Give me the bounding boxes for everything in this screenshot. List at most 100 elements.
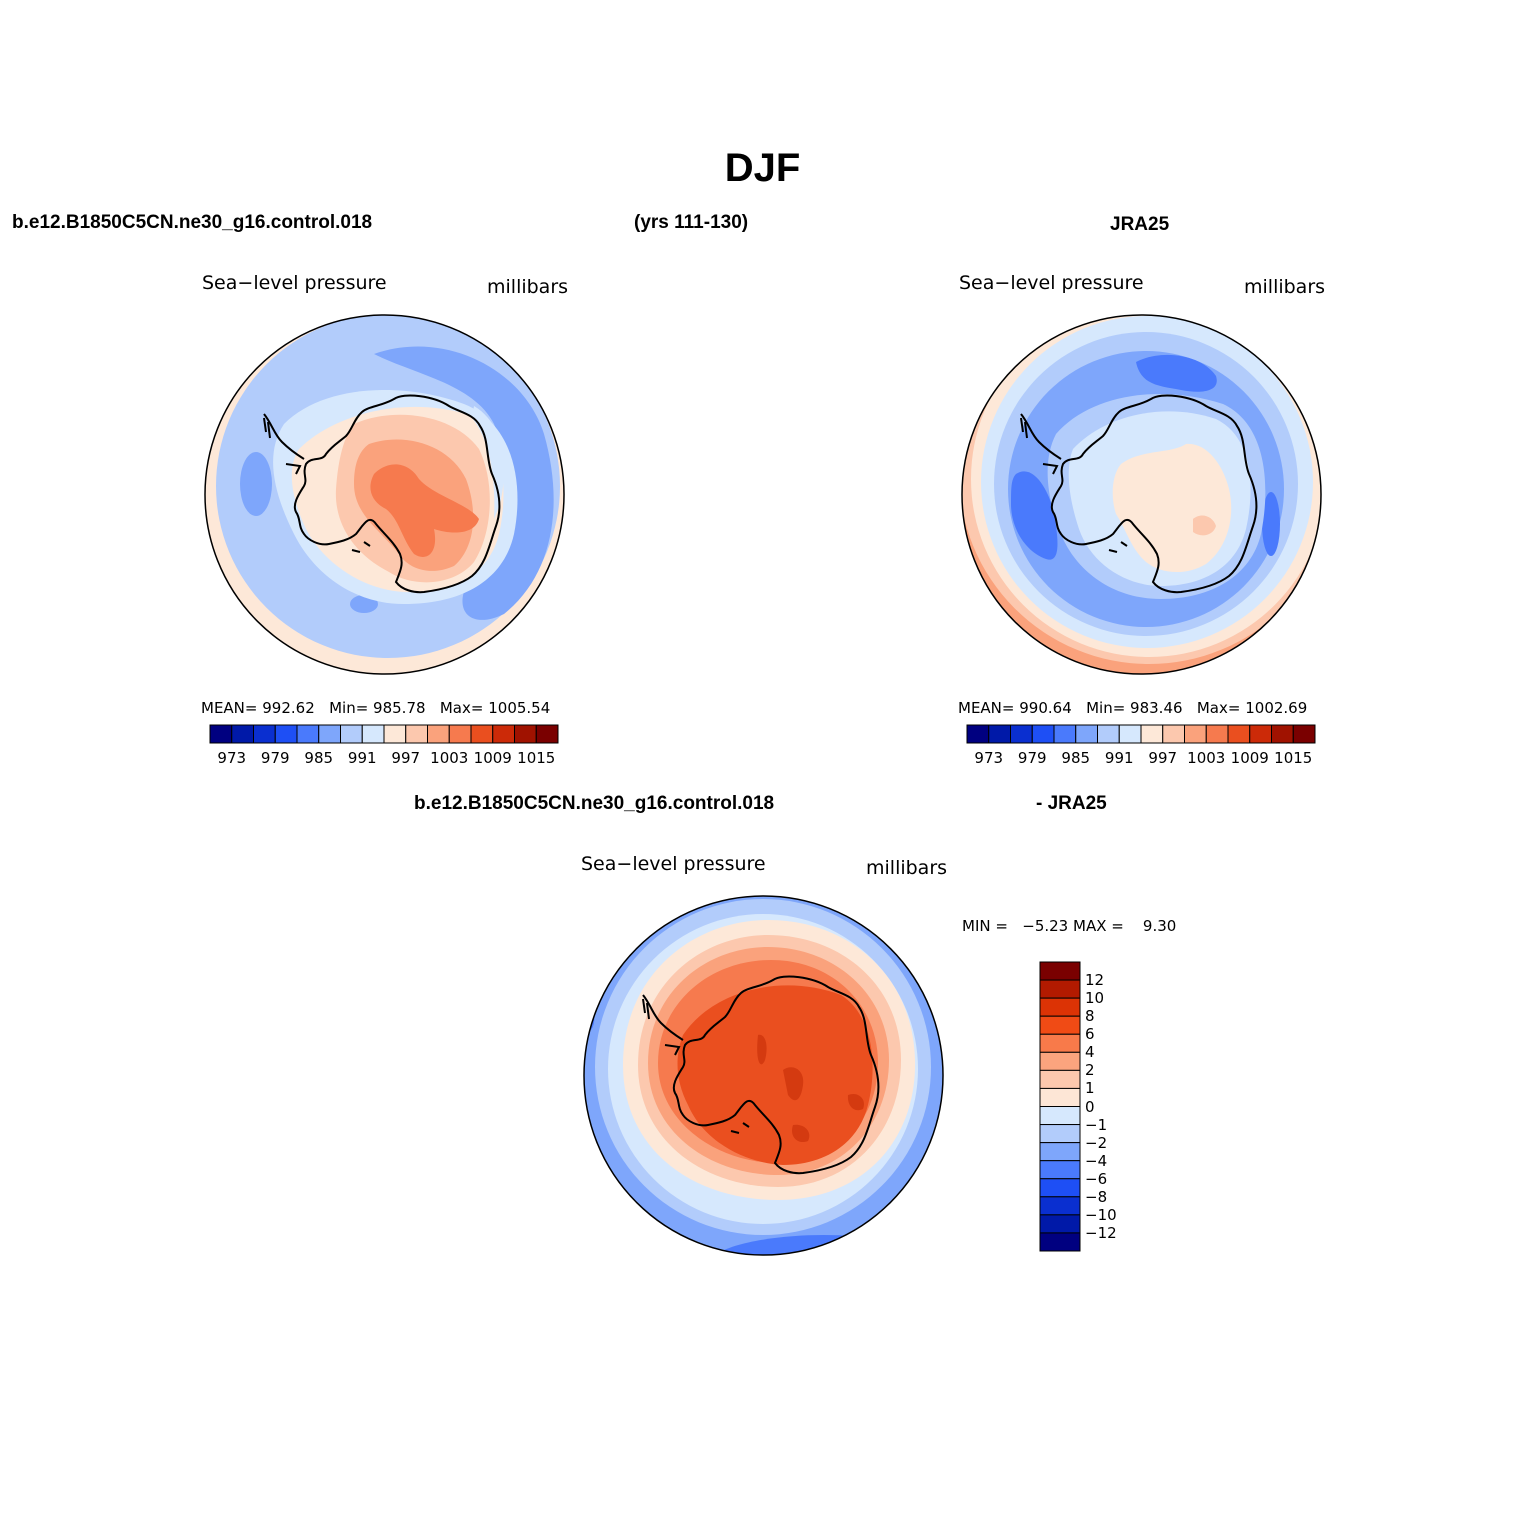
colorbar-swatch bbox=[1039, 1232, 1081, 1252]
colorbar-swatch bbox=[427, 724, 450, 744]
panel-model-label: Sea−level pressure bbox=[202, 272, 387, 294]
colorbar-swatch bbox=[1227, 724, 1251, 744]
stat-min: 983.46 bbox=[1130, 699, 1183, 717]
colorbar-tick-label: 991 bbox=[1104, 749, 1134, 767]
colorbar-swatch bbox=[383, 724, 407, 744]
colorbar-model-ticks: 973 979 985 991 997 1003 1009 1015 bbox=[209, 749, 559, 767]
map-fill bbox=[1112, 443, 1232, 573]
colorbar-tick-label: 985 bbox=[1061, 749, 1091, 767]
colorbar-tick-label: 997 bbox=[391, 749, 421, 767]
colorbar-tick-label: 10 bbox=[1085, 989, 1105, 1008]
colorbar-swatch bbox=[514, 724, 537, 744]
stat-min-label: MIN = bbox=[962, 917, 1008, 935]
colorbar-tick-label: 8 bbox=[1085, 1007, 1095, 1026]
colorbar-swatch bbox=[1292, 724, 1316, 744]
stat-max-label: Max= bbox=[1196, 699, 1241, 717]
colorbar-tick-label: 1003 bbox=[430, 749, 469, 767]
colorbar-tick-label: 4 bbox=[1085, 1043, 1095, 1062]
colorbar-tick-label: −1 bbox=[1085, 1115, 1108, 1134]
colorbar-swatch bbox=[1271, 724, 1294, 744]
colorbar-tick-label: 6 bbox=[1085, 1025, 1095, 1044]
colorbar-swatch bbox=[1039, 1160, 1081, 1180]
colorbar-swatch bbox=[1097, 724, 1120, 744]
colorbar-swatch bbox=[1039, 1015, 1081, 1035]
colorbar-tick-label: −6 bbox=[1085, 1169, 1108, 1188]
colorbar-tick-label: 1009 bbox=[1230, 749, 1269, 767]
stat-min: −5.23 bbox=[1022, 917, 1069, 935]
colorbar-swatch bbox=[231, 724, 254, 744]
header-case: b.e12.B1850C5CN.ne30_g16.control.018 bbox=[12, 212, 373, 233]
map-fill bbox=[783, 1067, 804, 1101]
header-diff-case: b.e12.B1850C5CN.ne30_g16.control.018 bbox=[414, 793, 775, 814]
colorbar-swatch bbox=[296, 724, 320, 744]
panel-diff-stats: MIN = −5.23 MAX = 9.30 bbox=[962, 917, 1176, 935]
colorbar-swatch bbox=[492, 724, 515, 744]
colorbar-tick-label: 12 bbox=[1085, 971, 1105, 990]
map-fill bbox=[350, 595, 378, 613]
map-fill bbox=[1262, 492, 1280, 556]
colorbar-tick-label: 979 bbox=[260, 749, 290, 767]
colorbar-swatch bbox=[988, 724, 1011, 744]
colorbar-swatch bbox=[1039, 1033, 1081, 1053]
colorbar-swatch bbox=[1184, 724, 1207, 744]
stat-max-label: MAX = bbox=[1073, 917, 1124, 935]
colorbar-swatch bbox=[1039, 979, 1081, 999]
stat-min-label: Min= bbox=[329, 699, 369, 717]
colorbar-obs-ticks: 973 979 985 991 997 1003 1009 1015 bbox=[966, 749, 1316, 767]
coastline bbox=[351, 541, 371, 553]
stat-min-label: Min= bbox=[1086, 699, 1126, 717]
colorbar-tick-label: −10 bbox=[1085, 1205, 1117, 1224]
coastline bbox=[1108, 541, 1128, 553]
stat-mean-label: MEAN= bbox=[958, 699, 1015, 717]
coastline bbox=[1020, 417, 1059, 475]
colorbar-tick-label: −8 bbox=[1085, 1187, 1108, 1206]
colorbar-tick-label: 973 bbox=[974, 749, 1004, 767]
header-obs: JRA25 bbox=[1110, 214, 1170, 235]
map-fill bbox=[757, 1034, 767, 1065]
panel-model-map bbox=[204, 314, 565, 675]
colorbar-tick-label: 1015 bbox=[517, 749, 556, 767]
coastline bbox=[263, 413, 305, 460]
colorbar-swatch bbox=[318, 724, 341, 744]
main-title: DJF bbox=[724, 146, 801, 190]
colorbar-tick-label: −12 bbox=[1085, 1223, 1117, 1242]
colorbar-swatch bbox=[448, 724, 472, 744]
colorbar-swatch bbox=[1031, 724, 1055, 744]
colorbar-swatch bbox=[1039, 1178, 1081, 1198]
coastline bbox=[1020, 413, 1062, 460]
stat-mean: 992.62 bbox=[262, 699, 315, 717]
colorbar-diff-ticks: 12 10 8 6 4 2 1 0 −1 −2 −4 −6 −8 −10 −12 bbox=[1085, 961, 1145, 1252]
panel-diff-map bbox=[583, 895, 944, 1256]
colorbar-tick-label: 1009 bbox=[473, 749, 512, 767]
panel-model-stats: MEAN= 992.62 Min= 985.78 Max= 1005.54 bbox=[201, 699, 550, 717]
colorbar-diff bbox=[1039, 961, 1081, 1252]
stat-max: 1005.54 bbox=[488, 699, 551, 717]
colorbar-swatch bbox=[1162, 724, 1185, 744]
colorbar-swatch bbox=[1118, 724, 1142, 744]
colorbar-tick-label: 1003 bbox=[1187, 749, 1226, 767]
coastline bbox=[642, 994, 684, 1041]
colorbar-swatch bbox=[1053, 724, 1077, 744]
panel-obs-label: Sea−level pressure bbox=[959, 272, 1144, 294]
colorbar-tick-label: 2 bbox=[1085, 1061, 1095, 1080]
header-years: (yrs 111-130) bbox=[634, 212, 749, 233]
colorbar-tick-label: 1 bbox=[1085, 1079, 1095, 1098]
panel-obs-stats: MEAN= 990.64 Min= 983.46 Max= 1002.69 bbox=[958, 699, 1307, 717]
coastline bbox=[642, 998, 681, 1056]
colorbar-tick-label: −4 bbox=[1085, 1151, 1108, 1170]
colorbar-tick-label: −2 bbox=[1085, 1133, 1108, 1152]
map-fill bbox=[1136, 354, 1217, 392]
coastline bbox=[1050, 394, 1258, 594]
map-fill bbox=[370, 464, 479, 557]
colorbar-swatch bbox=[1140, 724, 1164, 744]
colorbar-obs bbox=[966, 724, 1316, 744]
panel-diff-label: Sea−level pressure bbox=[581, 853, 766, 875]
colorbar-swatch bbox=[253, 724, 276, 744]
colorbar-swatch bbox=[405, 724, 428, 744]
stat-max-label: Max= bbox=[439, 699, 484, 717]
panel-model-units: millibars bbox=[487, 276, 569, 298]
panel-obs-map bbox=[961, 314, 1322, 675]
colorbar-swatch bbox=[340, 724, 363, 744]
colorbar-swatch bbox=[1039, 1196, 1081, 1216]
map-fill bbox=[847, 1093, 864, 1111]
